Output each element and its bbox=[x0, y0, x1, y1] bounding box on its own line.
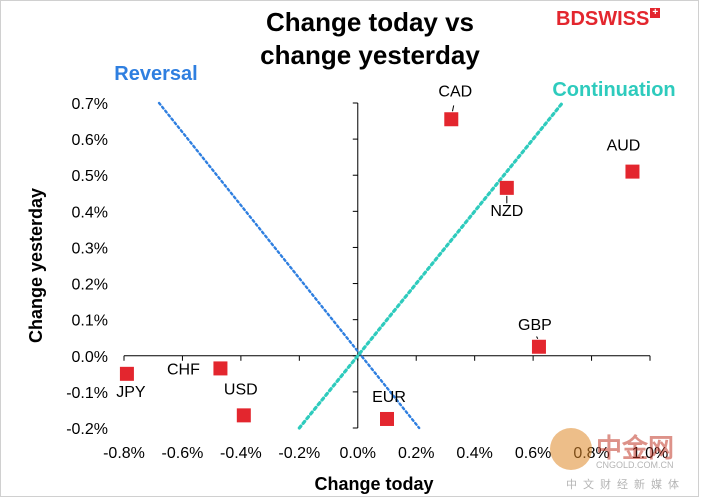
x-tick-label: 0.6% bbox=[515, 445, 551, 462]
y-axis-title: Change yesterday bbox=[26, 188, 46, 343]
point-leader-line bbox=[536, 336, 539, 339]
point-label-chf: CHF bbox=[167, 361, 200, 378]
cngold-watermark: 中金网 CNGOLD.COM.CN 中文财经新媒体 bbox=[550, 426, 695, 494]
x-tick-label: -0.6% bbox=[162, 445, 204, 462]
data-point-aud bbox=[625, 164, 640, 179]
point-leader-line bbox=[451, 105, 455, 112]
data-point-cad bbox=[444, 112, 459, 127]
logo-text-swiss: SWISS bbox=[584, 8, 650, 30]
point-label-cad: CAD bbox=[438, 83, 472, 100]
x-tick-label: 1.0% bbox=[632, 445, 668, 462]
chart-title: Change today vs change yesterday bbox=[160, 6, 580, 72]
point-label-jpy: JPY bbox=[116, 384, 146, 401]
data-point-eur bbox=[380, 411, 394, 426]
y-tick-label: 0.0% bbox=[72, 349, 108, 366]
data-point-nzd bbox=[499, 180, 514, 195]
y-tick-label: 0.2% bbox=[72, 277, 108, 294]
point-label-nzd: NZD bbox=[490, 203, 523, 220]
reversal-guide-line bbox=[157, 101, 421, 430]
watermark-sub: 中文财经新媒体 bbox=[566, 478, 685, 491]
reversal-label: Reversal bbox=[114, 63, 197, 85]
y-tick-label: 0.1% bbox=[72, 313, 108, 330]
point-label-aud: AUD bbox=[607, 138, 641, 155]
y-tick-label: 0.4% bbox=[72, 204, 108, 221]
point-label-eur: EUR bbox=[372, 389, 406, 406]
y-tick-label: 0.6% bbox=[72, 132, 108, 149]
y-tick-label: -0.1% bbox=[66, 385, 108, 402]
point-label-usd: USD bbox=[224, 381, 258, 398]
y-tick-label: 0.7% bbox=[72, 96, 108, 113]
y-tick-label: -0.2% bbox=[66, 421, 108, 438]
swiss-cross-icon: + bbox=[650, 8, 661, 18]
y-tick-label: 0.3% bbox=[72, 240, 108, 257]
y-tick-label: 0.5% bbox=[72, 168, 108, 185]
data-point-chf bbox=[213, 361, 228, 376]
watermark-domain: CNGOLD.COM.CN bbox=[596, 460, 674, 470]
cngold-coin-icon bbox=[550, 428, 592, 470]
x-tick-label: 0.0% bbox=[340, 445, 376, 462]
continuation-guide-line bbox=[297, 101, 564, 430]
chart-title-line-1: Change today vs bbox=[265, 7, 475, 37]
logo-text-bd: BD bbox=[556, 8, 585, 30]
x-tick-label: -0.4% bbox=[220, 445, 262, 462]
data-point-usd bbox=[236, 408, 251, 423]
x-tick-label: 0.2% bbox=[398, 445, 434, 462]
chart-title-line-2: change yesterday bbox=[260, 40, 480, 70]
data-point-jpy bbox=[119, 366, 134, 381]
bdswiss-logo: BDSWISS + bbox=[556, 8, 661, 31]
x-tick-label: 0.4% bbox=[456, 445, 492, 462]
x-tick-label: -0.2% bbox=[278, 445, 320, 462]
x-tick-label: -0.8% bbox=[103, 445, 145, 462]
watermark-name: 中金网 bbox=[596, 434, 675, 464]
data-point-gbp bbox=[531, 339, 546, 354]
x-axis-title: Change today bbox=[314, 474, 433, 494]
continuation-label: Continuation bbox=[552, 79, 675, 101]
point-label-gbp: GBP bbox=[518, 317, 552, 334]
